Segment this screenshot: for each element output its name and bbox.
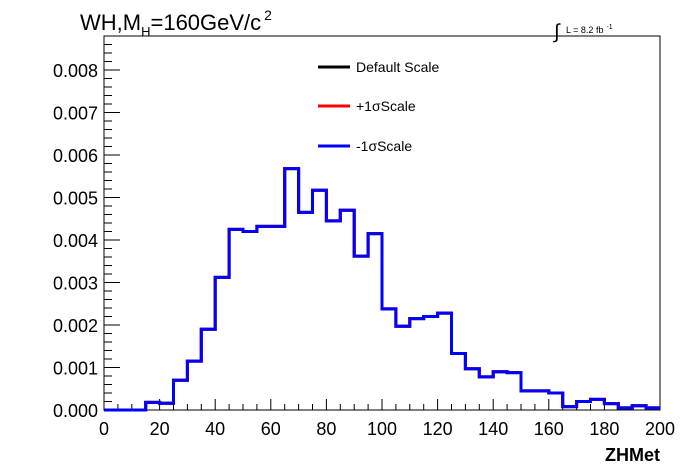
y-tick-label: 0.005	[53, 189, 98, 209]
y-tick-label: 0.000	[53, 401, 98, 421]
chart-title: WH,MH=160GeV/c 2	[80, 7, 272, 39]
y-tick-label: 0.003	[53, 274, 98, 294]
y-tick-label: 0.004	[53, 231, 98, 251]
integral-symbol: ∫	[553, 21, 561, 43]
x-tick-label: 20	[150, 419, 170, 439]
x-tick-label: 200	[645, 419, 675, 439]
legend: Default Scale +1σScale -1σScale	[318, 59, 439, 154]
legend-label-default: Default Scale	[356, 59, 439, 75]
chart-title-superscript: 2	[264, 7, 272, 23]
x-tick-label: 80	[316, 419, 336, 439]
plot-frame	[103, 35, 661, 411]
x-tick-label: 100	[367, 419, 397, 439]
x-tick-label: 160	[534, 419, 564, 439]
luminosity-text: L = 8.2 fb	[566, 25, 603, 35]
y-tick-label: 0.002	[53, 316, 98, 336]
x-axis-label: ZHMet	[605, 445, 660, 465]
y-tick-label: 0.008	[53, 61, 98, 81]
x-tick-label: 140	[478, 419, 508, 439]
legend-label-minus-sigma: -1σScale	[356, 138, 412, 154]
chart-title-prefix: WH,M	[80, 10, 141, 35]
chart-title-subscript: H	[141, 24, 150, 39]
x-tick-label: 60	[261, 419, 281, 439]
x-tick-label: 180	[589, 419, 619, 439]
y-tick-label: 0.001	[53, 359, 98, 379]
y-tick-label: 0.006	[53, 146, 98, 166]
legend-label-plus-sigma: +1σScale	[356, 98, 416, 114]
series-layer	[104, 167, 660, 412]
series-minus-sigma-scale	[104, 167, 660, 412]
luminosity-superscript: -1	[606, 24, 612, 31]
axes: 0 20 40 60 80 100 120 140 160 180 200 0.000 0.001 0.0…	[53, 35, 675, 439]
x-tick-label: 0	[99, 419, 109, 439]
chart-title-main: =160GeV/c	[150, 10, 261, 35]
y-tick-label: 0.007	[53, 104, 98, 124]
x-tick-label: 40	[205, 419, 225, 439]
luminosity-label: L = 8.2 fb -1	[566, 24, 613, 35]
x-tick-label: 120	[423, 419, 453, 439]
